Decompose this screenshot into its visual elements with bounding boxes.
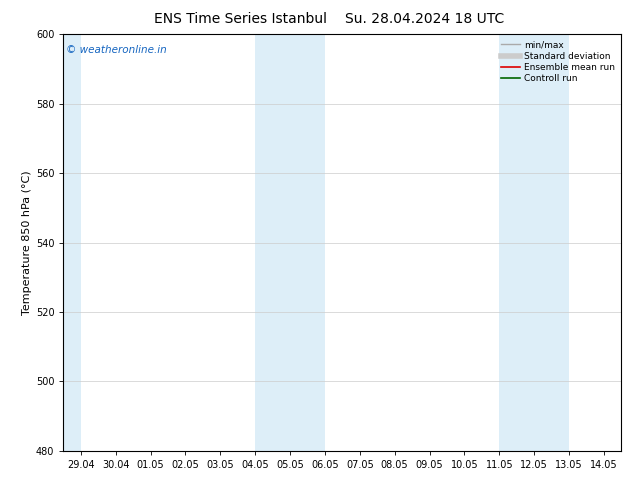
Text: ENS Time Series Istanbul: ENS Time Series Istanbul [155,12,327,26]
Bar [63,34,81,451]
Bar [500,34,569,451]
Y-axis label: Temperature 850 hPa (°C): Temperature 850 hPa (°C) [22,170,32,315]
Bar [255,34,325,451]
Legend: min/max, Standard deviation, Ensemble mean run, Controll run: min/max, Standard deviation, Ensemble me… [499,39,617,85]
Text: Su. 28.04.2024 18 UTC: Su. 28.04.2024 18 UTC [345,12,505,26]
Text: © weatheronline.in: © weatheronline.in [66,45,167,55]
